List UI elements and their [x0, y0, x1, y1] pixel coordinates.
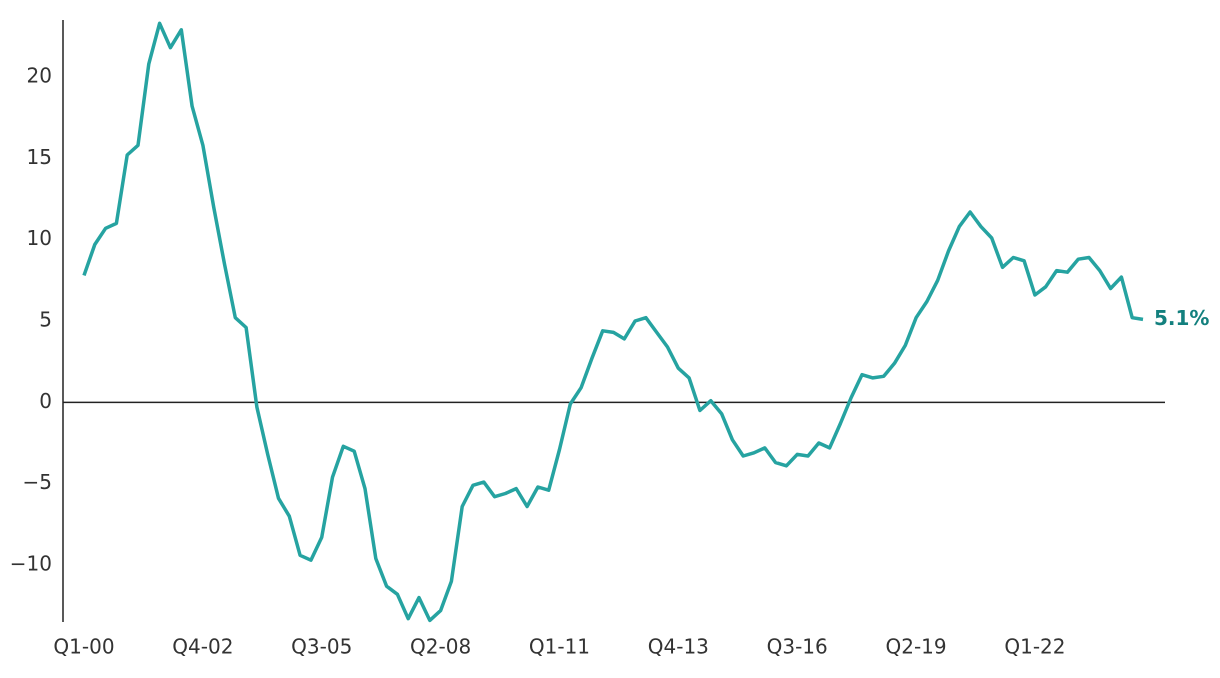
y-tick-label: 5: [39, 308, 52, 332]
x-tick-label: Q2-08: [410, 635, 471, 659]
y-tick-label: 10: [27, 226, 52, 250]
data-line: [82, 21, 1144, 623]
x-tick-label: Q4-13: [648, 635, 709, 659]
x-tick-label: Q3-05: [291, 635, 352, 659]
y-tick-label: −5: [23, 470, 52, 494]
x-tick-label: Q3-16: [767, 635, 828, 659]
x-tick-label: Q1-11: [529, 635, 590, 659]
value-label: 5.1%: [1154, 306, 1209, 330]
x-tick-label: Q2-19: [886, 635, 947, 659]
y-tick-label: 0: [39, 389, 52, 413]
y-tick-label: −10: [10, 552, 52, 576]
y-tick-label: 15: [27, 145, 52, 169]
x-tick-label: Q1-00: [53, 635, 114, 659]
x-tick-label: Q1-22: [1004, 635, 1065, 659]
y-tick-label: 20: [27, 63, 52, 87]
x-tick-label: Q4-02: [172, 635, 233, 659]
